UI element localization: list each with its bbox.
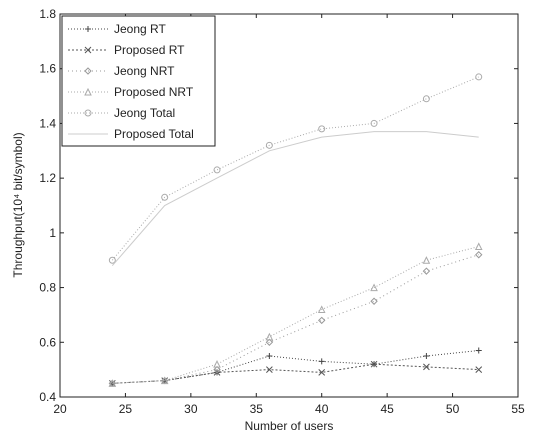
- data-point: [475, 347, 482, 354]
- legend-label: Proposed Total: [114, 127, 194, 141]
- legend-box: [61, 15, 216, 147]
- y-tick-label: 1.2: [39, 171, 56, 185]
- data-point: [422, 256, 431, 264]
- legend-marker: [84, 67, 92, 75]
- legend-marker: [84, 87, 92, 96]
- x-tick-label: 50: [446, 402, 460, 416]
- data-point: [265, 332, 274, 341]
- y-tick-label: 1.6: [39, 62, 56, 76]
- data-point: [474, 242, 483, 251]
- legend: Jeong RT Proposed RT Jeong NRT Proposed NRT…: [61, 15, 216, 147]
- data-point: [160, 376, 169, 385]
- legend-entry: Jeong Total: [68, 106, 175, 120]
- data-point: [422, 267, 431, 275]
- data-point: [161, 193, 169, 201]
- y-tick-label: 0.8: [39, 281, 56, 295]
- data-point: [318, 358, 325, 365]
- legend-entry: Proposed NRT: [68, 85, 194, 99]
- x-tick-label: 55: [511, 402, 525, 416]
- data-point: [266, 366, 273, 373]
- x-axis-label: Number of users: [245, 419, 334, 433]
- data-point: [266, 352, 273, 359]
- data-point: [370, 297, 378, 305]
- legend-entry: Jeong RT: [68, 22, 166, 36]
- series-proposed-nrt: [108, 242, 483, 387]
- y-tick-label: 0.6: [39, 335, 56, 349]
- axis-ticks: 20 25 30 35 40 45 50 55 0.4 0.6 0.8 1 1.2 1.4 1.6 1.8: [39, 7, 525, 416]
- x-tick-label: 25: [119, 402, 133, 416]
- data-point: [213, 166, 221, 174]
- series-layer: [108, 73, 483, 388]
- plot-frame: [59, 13, 519, 398]
- series-line: [112, 363, 479, 384]
- legend-entry: Proposed RT: [68, 43, 185, 57]
- data-point: [423, 352, 430, 359]
- data-point: [318, 125, 326, 133]
- data-point: [422, 95, 430, 103]
- legend-label: Jeong Total: [114, 106, 175, 120]
- data-point: [108, 256, 116, 264]
- series-line: [111, 131, 479, 267]
- data-point: [423, 363, 430, 371]
- data-point: [317, 305, 326, 313]
- data-point: [318, 316, 326, 325]
- x-tick-label: 40: [315, 402, 329, 416]
- legend-label: Proposed NRT: [114, 85, 194, 99]
- data-point: [370, 360, 378, 368]
- data-point: [213, 360, 221, 368]
- x-tick-label: 30: [184, 402, 198, 416]
- legend-marker: [85, 26, 91, 32]
- x-tick-label: 20: [53, 402, 67, 416]
- y-tick-label: 1.4: [39, 116, 56, 130]
- legend-entry: Jeong NRT: [68, 64, 175, 78]
- data-point: [265, 141, 273, 149]
- data-point: [265, 338, 274, 346]
- series-line: [112, 350, 479, 384]
- y-tick-label: 0.4: [39, 390, 56, 404]
- data-point: [318, 369, 326, 376]
- legend-marker: [84, 46, 92, 54]
- data-point: [213, 365, 221, 374]
- legend-marker: [84, 109, 92, 117]
- y-tick-label: 1: [49, 226, 56, 240]
- x-tick-label: 35: [250, 402, 264, 416]
- data-point: [108, 379, 117, 387]
- legend-label: Proposed RT: [114, 43, 185, 57]
- legend-label: Jeong RT: [114, 22, 166, 36]
- x-tick-label: 45: [380, 402, 394, 416]
- data-point: [475, 73, 483, 81]
- series-line: [112, 246, 479, 384]
- y-tick-label: 1.8: [39, 7, 56, 21]
- series-jeong-total: [108, 73, 483, 264]
- series-proposed-total: [111, 131, 479, 267]
- data-point: [370, 283, 378, 292]
- legend-label: Jeong NRT: [114, 64, 175, 78]
- series-line: [111, 76, 479, 261]
- data-point: [370, 119, 378, 127]
- data-point: [475, 251, 483, 259]
- legend-entry: Proposed Total: [68, 127, 194, 141]
- data-point: [475, 366, 483, 373]
- y-axis-label: Throughput(10⁴ bit/symbol): [11, 132, 25, 277]
